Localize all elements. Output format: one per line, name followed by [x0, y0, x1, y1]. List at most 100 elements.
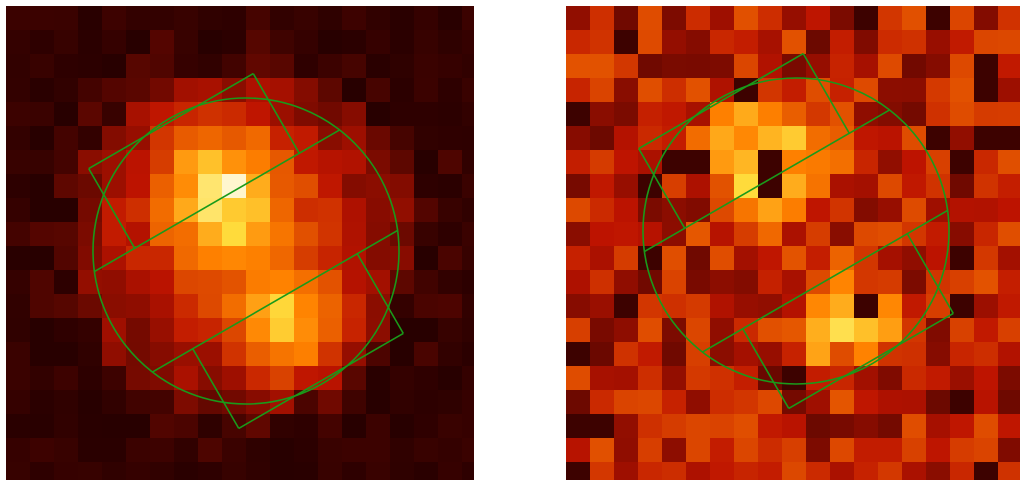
pixel [126, 270, 150, 294]
pixel [950, 174, 974, 198]
pixel [854, 174, 878, 198]
pixel [998, 318, 1020, 342]
pixel [54, 318, 78, 342]
pixel [174, 414, 198, 438]
pixel [974, 174, 998, 198]
pixel [662, 174, 686, 198]
pixel [6, 102, 30, 126]
pixel [294, 30, 318, 54]
pixel [590, 126, 614, 150]
pixel [198, 222, 222, 246]
pixel [950, 366, 974, 390]
pixel [854, 78, 878, 102]
pixel [710, 294, 734, 318]
pixel [950, 414, 974, 438]
pixel [686, 6, 710, 30]
pixel [438, 270, 462, 294]
pixel [294, 366, 318, 390]
pixel [342, 150, 366, 174]
pixel [246, 222, 270, 246]
pixel [878, 390, 902, 414]
pixel [686, 270, 710, 294]
pixel [878, 174, 902, 198]
pixel [150, 246, 174, 270]
pixel [294, 198, 318, 222]
pixel [102, 54, 126, 78]
pixel [198, 462, 222, 480]
pixel [734, 438, 758, 462]
pixel [662, 366, 686, 390]
pixel [198, 30, 222, 54]
pixel [998, 174, 1020, 198]
pixel [902, 102, 926, 126]
pixel [710, 54, 734, 78]
pixel [710, 78, 734, 102]
pixel [998, 54, 1020, 78]
pixel [710, 366, 734, 390]
pixel [438, 102, 462, 126]
pixel [854, 102, 878, 126]
pixel [366, 78, 390, 102]
pixel [998, 102, 1020, 126]
pixel [222, 222, 246, 246]
pixel [126, 294, 150, 318]
pixel [590, 174, 614, 198]
pixel [126, 390, 150, 414]
pixel [974, 78, 998, 102]
pixel [174, 30, 198, 54]
pixel [854, 126, 878, 150]
pixel [30, 414, 54, 438]
pixel [950, 102, 974, 126]
pixel [566, 462, 590, 480]
pixel [782, 102, 806, 126]
pixel [758, 462, 782, 480]
pixel [638, 270, 662, 294]
pixel [294, 414, 318, 438]
pixel [638, 462, 662, 480]
pixel [6, 462, 30, 480]
pixel [78, 246, 102, 270]
pixel [878, 270, 902, 294]
pixel [102, 438, 126, 462]
pixel [686, 366, 710, 390]
pixel [102, 294, 126, 318]
pixel [998, 246, 1020, 270]
pixel [414, 366, 438, 390]
pixel [710, 30, 734, 54]
pixel [566, 366, 590, 390]
pixel [662, 150, 686, 174]
pixel [30, 102, 54, 126]
pixel [222, 294, 246, 318]
rect-edge [742, 328, 790, 409]
pixel [438, 438, 462, 462]
pixel [974, 6, 998, 30]
pixel [366, 198, 390, 222]
pixel [782, 222, 806, 246]
pixel [806, 414, 830, 438]
pixel [638, 342, 662, 366]
pixel [6, 414, 30, 438]
pixel [614, 246, 638, 270]
pixel [438, 462, 462, 480]
pixel [318, 198, 342, 222]
pixel [710, 414, 734, 438]
pixel [414, 462, 438, 480]
pixel [414, 174, 438, 198]
pixel [54, 102, 78, 126]
pixel [614, 222, 638, 246]
pixel [318, 150, 342, 174]
pixel [174, 462, 198, 480]
pixel [294, 78, 318, 102]
pixel [222, 198, 246, 222]
pixel [734, 246, 758, 270]
pixel [998, 270, 1020, 294]
pixel [614, 30, 638, 54]
pixel [318, 246, 342, 270]
pixel [366, 390, 390, 414]
pixel [126, 366, 150, 390]
pixel [438, 366, 462, 390]
pixel [366, 102, 390, 126]
pixel [126, 174, 150, 198]
pixel [222, 126, 246, 150]
pixel [830, 318, 854, 342]
